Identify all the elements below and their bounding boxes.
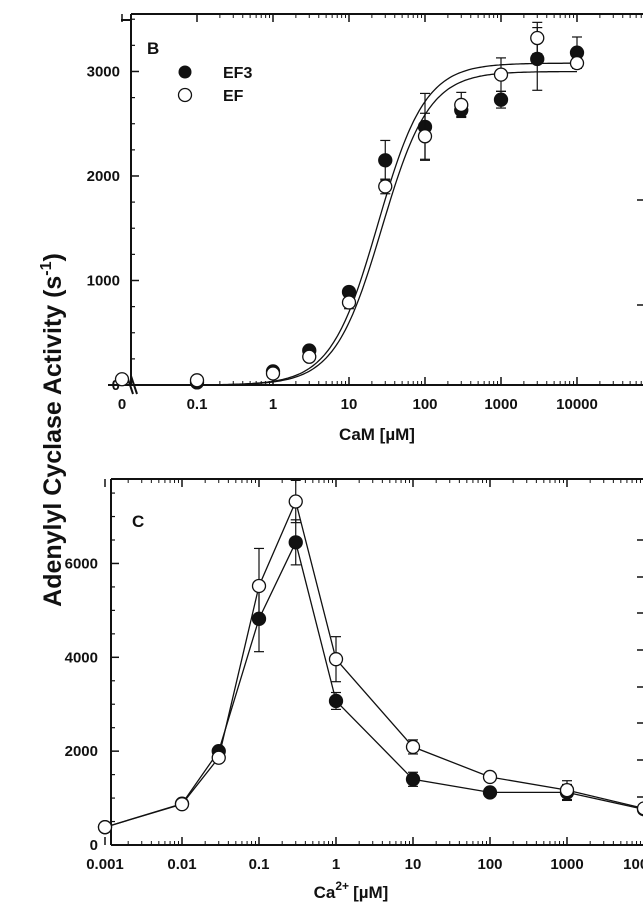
panel-b-x-axis-title: CaM [µM]	[339, 425, 415, 444]
legend-label-ef: EF	[223, 88, 244, 105]
data-point-ef	[407, 740, 420, 753]
legend-label-ef3: EF3	[223, 65, 252, 82]
data-point-ef3	[289, 536, 302, 549]
panel-c-x-tick-label: 0.001	[86, 856, 124, 873]
panel-b-legend: EF3 EF	[179, 65, 253, 105]
panel-b-x-tick-label: 1000	[484, 396, 517, 413]
panel-c-x-tick-label: 10000	[623, 856, 643, 873]
panel-b-y-tick-label: 3000	[87, 63, 120, 80]
panel-b-x-tick-label: 0	[118, 396, 126, 413]
data-point-ef	[484, 770, 497, 783]
panel-c-x-tick-label: 1000	[550, 856, 583, 873]
y-axis-title: Adenylyl Cyclase Activity (s-1)	[38, 253, 67, 607]
panel-c-y-tick-label: 4000	[65, 649, 98, 666]
data-point-ef	[330, 653, 343, 666]
panel-b-y-tick-label: 1000	[87, 272, 120, 289]
legend-marker-ef3	[179, 66, 192, 79]
data-point-ef	[99, 821, 112, 834]
panel-b-y-tick-label: 2000	[87, 168, 120, 185]
data-point-ef3	[484, 786, 497, 799]
data-point-ef	[495, 68, 508, 81]
panel-b-x-tick-label: 100	[412, 396, 437, 413]
panel-c-y-tick-label: 2000	[65, 743, 98, 760]
panel-c-x-tick-label: 10	[405, 856, 422, 873]
data-point-ef	[191, 374, 204, 387]
panel-b-fit-curve-ef	[197, 72, 577, 385]
data-point-ef	[531, 32, 544, 45]
data-point-ef	[343, 296, 356, 309]
panel-b-x-tick-label: 10	[341, 396, 358, 413]
data-point-ef	[561, 784, 574, 797]
data-point-ef3	[407, 773, 420, 786]
data-point-ef	[289, 495, 302, 508]
panel-b-x-tick-label: 10000	[556, 396, 598, 413]
data-point-ef	[212, 751, 225, 764]
panel-c-x-tick-label: 100	[477, 856, 502, 873]
data-point-ef3	[379, 154, 392, 167]
data-point-ef	[116, 373, 129, 386]
panel-c-letter: C	[132, 512, 144, 531]
legend-marker-ef	[179, 89, 192, 102]
data-point-ef	[267, 367, 280, 380]
data-point-ef	[379, 180, 392, 193]
panel-b-letter: B	[147, 39, 159, 58]
data-point-ef3	[495, 93, 508, 106]
panel-c-x-tick-label: 0.1	[249, 856, 270, 873]
series-line-ef	[105, 502, 643, 828]
data-point-ef3	[531, 52, 544, 65]
panel-c-chart: C Ca2+ [µM] 0 2000 4000 6000 0.001 0.01 0.1 1 10 1…	[65, 479, 643, 902]
panel-b-x-tick-label: 0.1	[187, 396, 208, 413]
data-point-ef	[303, 350, 316, 363]
data-point-ef	[176, 798, 189, 811]
data-point-ef	[455, 98, 468, 111]
data-point-ef	[571, 57, 584, 70]
panel-b-fit-curve-ef3	[197, 63, 577, 385]
panel-c-x-tick-label: 0.01	[167, 856, 196, 873]
panel-c-x-axis-title: Ca2+ [µM]	[314, 879, 389, 902]
panel-c-y-tick-label: 6000	[65, 555, 98, 572]
data-point-ef	[419, 130, 432, 143]
panel-c-x-tick-label: 1	[332, 856, 340, 873]
data-point-ef	[253, 579, 266, 592]
panel-c-y-tick-label: 0	[90, 837, 98, 854]
data-point-ef3	[330, 694, 343, 707]
panel-b-x-tick-label: 1	[269, 396, 277, 413]
